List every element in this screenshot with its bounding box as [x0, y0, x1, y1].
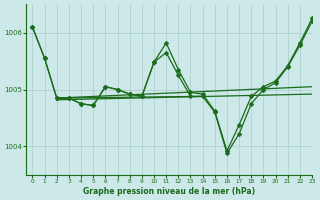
X-axis label: Graphe pression niveau de la mer (hPa): Graphe pression niveau de la mer (hPa): [83, 187, 255, 196]
